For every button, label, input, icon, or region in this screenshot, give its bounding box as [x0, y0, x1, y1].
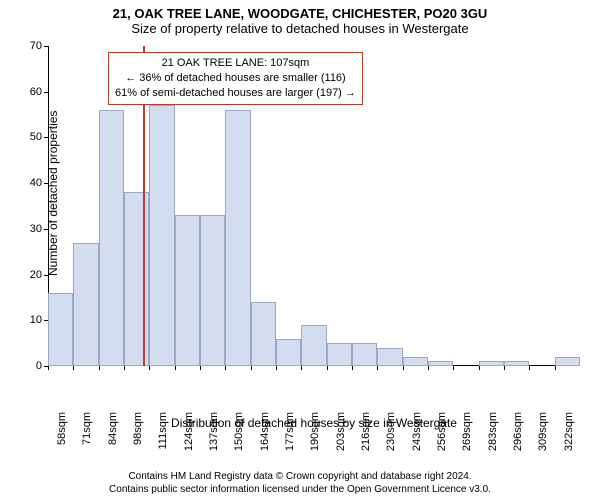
x-tick-mark	[377, 366, 378, 370]
histogram-bar	[352, 343, 377, 366]
x-tick-mark	[327, 366, 328, 370]
y-tick-mark	[44, 46, 48, 47]
x-tick-mark	[276, 366, 277, 370]
histogram-bar	[124, 192, 149, 366]
x-axis-label: Distribution of detached houses by size …	[48, 416, 580, 468]
x-tick-mark	[73, 366, 74, 370]
x-tick-mark	[99, 366, 100, 370]
y-tick-label: 30	[14, 224, 42, 234]
x-tick-mark	[479, 366, 480, 370]
x-tick-mark	[200, 366, 201, 370]
y-tick-label: 20	[14, 270, 42, 280]
plot-area: 01020304050607058sqm71sqm84sqm98sqm111sq…	[48, 46, 580, 366]
histogram-bar	[301, 325, 326, 366]
page-title-line1: 21, OAK TREE LANE, WOODGATE, CHICHESTER,…	[0, 0, 600, 21]
histogram-bar	[377, 348, 402, 366]
annotation-box: 21 OAK TREE LANE: 107sqm← 36% of detache…	[108, 52, 363, 105]
histogram-bar	[555, 357, 580, 366]
footer-line1: Contains HM Land Registry data © Crown c…	[0, 471, 600, 484]
annotation-line3: 61% of semi-detached houses are larger (…	[115, 86, 356, 101]
x-tick-mark	[529, 366, 530, 370]
y-tick-label: 40	[14, 178, 42, 188]
x-tick-mark	[555, 366, 556, 370]
y-tick-mark	[44, 229, 48, 230]
histogram-bar	[48, 293, 73, 366]
x-tick-mark	[48, 366, 49, 370]
y-tick-mark	[44, 137, 48, 138]
histogram-bar	[479, 361, 504, 366]
histogram-bar	[73, 243, 98, 366]
y-tick-label: 70	[14, 41, 42, 51]
x-tick-mark	[428, 366, 429, 370]
histogram-bar	[327, 343, 352, 366]
chart-area: Number of detached properties 0102030405…	[48, 46, 580, 406]
annotation-line2: ← 36% of detached houses are smaller (11…	[115, 71, 356, 86]
y-tick-mark	[44, 275, 48, 276]
histogram-bar	[200, 215, 225, 366]
page-title-line2: Size of property relative to detached ho…	[0, 21, 600, 40]
histogram-bar	[175, 215, 200, 366]
y-tick-label: 50	[14, 132, 42, 142]
y-tick-label: 60	[14, 87, 42, 97]
y-tick-mark	[44, 92, 48, 93]
x-tick-mark	[453, 366, 454, 370]
x-tick-mark	[352, 366, 353, 370]
x-tick-mark	[175, 366, 176, 370]
y-tick-label: 10	[14, 315, 42, 325]
footer-line2: Contains public sector information licen…	[0, 484, 600, 497]
x-tick-mark	[403, 366, 404, 370]
y-tick-mark	[44, 183, 48, 184]
footer-attribution: Contains HM Land Registry data © Crown c…	[0, 471, 600, 496]
histogram-bar	[428, 361, 453, 366]
x-tick-mark	[251, 366, 252, 370]
histogram-bar	[225, 110, 250, 366]
x-tick-mark	[504, 366, 505, 370]
x-tick-mark	[149, 366, 150, 370]
histogram-bar	[149, 105, 174, 366]
histogram-bar	[504, 361, 529, 366]
x-tick-mark	[124, 366, 125, 370]
annotation-line1: 21 OAK TREE LANE: 107sqm	[115, 56, 356, 71]
histogram-bar	[276, 339, 301, 366]
x-tick-mark	[225, 366, 226, 370]
histogram-bar	[403, 357, 428, 366]
histogram-bar	[99, 110, 124, 366]
x-tick-mark	[301, 366, 302, 370]
histogram-bar	[251, 302, 276, 366]
y-tick-label: 0	[14, 361, 42, 371]
